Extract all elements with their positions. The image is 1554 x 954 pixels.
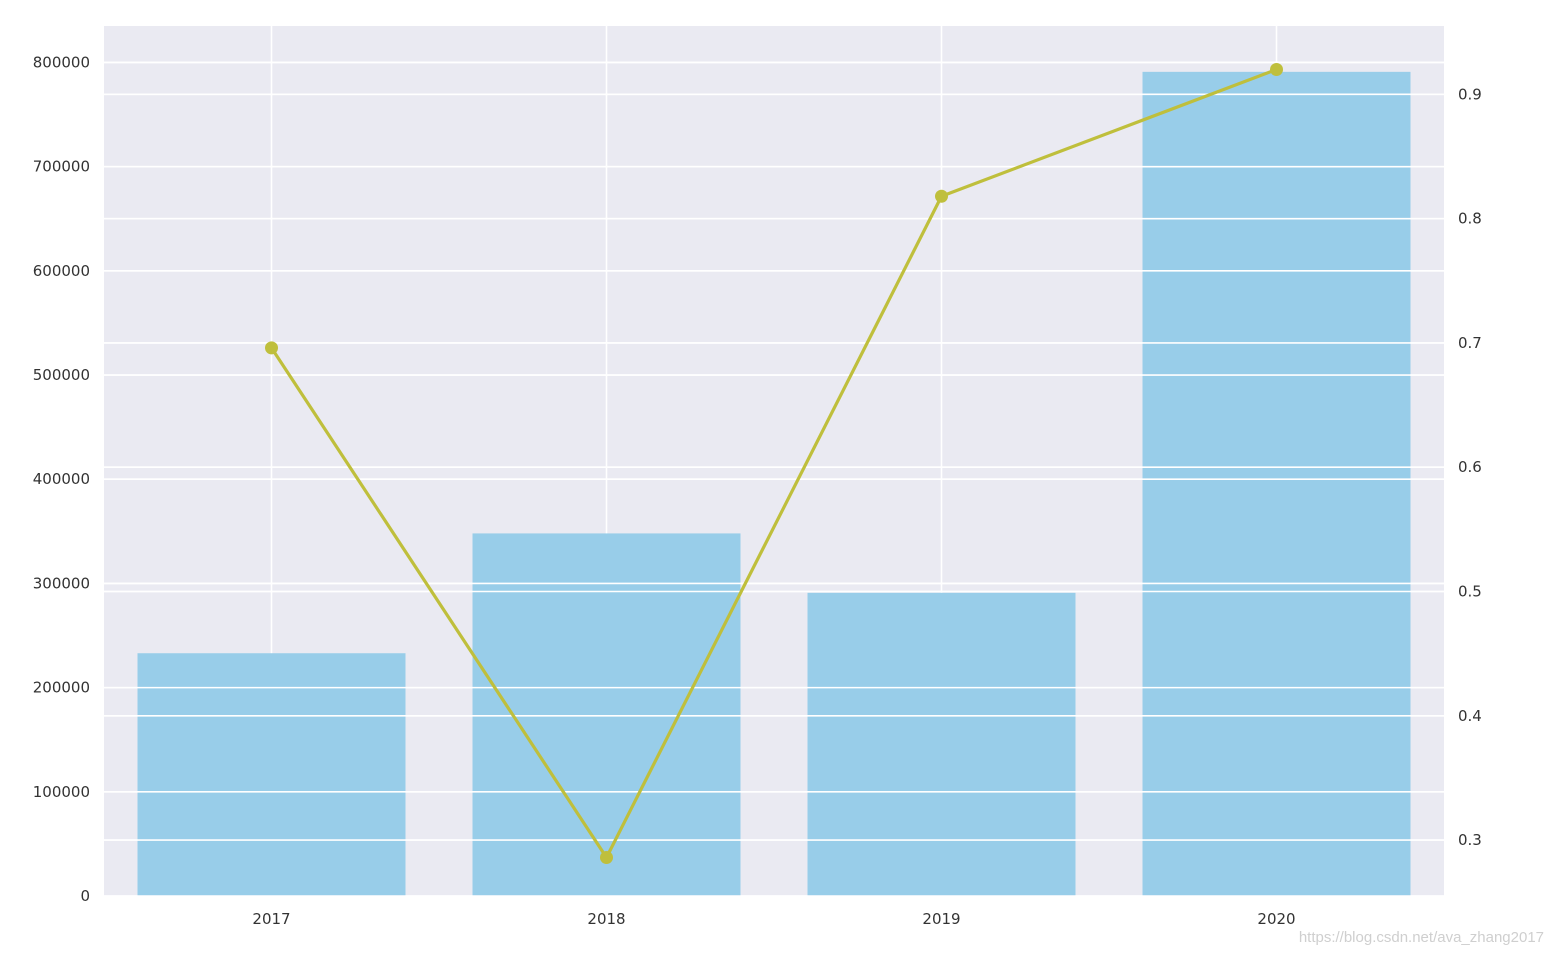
left-tick-label: 500000 xyxy=(33,366,90,384)
x-axis: 2017 2018 2019 2020 xyxy=(252,910,1295,928)
x-tick-label: 2020 xyxy=(1257,910,1295,928)
x-tick-label: 2018 xyxy=(587,910,625,928)
right-tick-label: 0.5 xyxy=(1458,583,1482,601)
left-tick-label: 600000 xyxy=(33,262,90,280)
right-tick-label: 0.7 xyxy=(1458,334,1482,352)
left-tick-label: 0 xyxy=(80,887,90,905)
right-y-axis: 0.3 0.4 0.5 0.6 0.7 0.8 0.9 xyxy=(1458,85,1482,849)
bar xyxy=(138,653,406,896)
line-point xyxy=(935,190,948,203)
left-tick-label: 100000 xyxy=(33,783,90,801)
left-y-axis: 0 100000 200000 300000 400000 500000 600000 700… xyxy=(33,53,90,905)
right-tick-label: 0.6 xyxy=(1458,458,1482,476)
right-tick-label: 0.8 xyxy=(1458,210,1482,228)
bar xyxy=(808,593,1076,896)
left-tick-label: 200000 xyxy=(33,679,90,697)
line-point xyxy=(265,341,278,354)
line-point xyxy=(600,851,613,864)
line-point xyxy=(1270,63,1283,76)
left-tick-label: 300000 xyxy=(33,574,90,592)
watermark: https://blog.csdn.net/ava_zhang2017 xyxy=(1299,929,1544,946)
left-tick-label: 800000 xyxy=(33,53,90,71)
left-tick-label: 700000 xyxy=(33,158,90,176)
right-tick-label: 0.4 xyxy=(1458,707,1482,725)
right-tick-label: 0.3 xyxy=(1458,831,1482,849)
x-tick-label: 2017 xyxy=(252,910,290,928)
bar xyxy=(1143,72,1411,896)
left-tick-label: 400000 xyxy=(33,470,90,488)
right-tick-label: 0.9 xyxy=(1458,85,1482,103)
x-tick-label: 2019 xyxy=(922,910,960,928)
